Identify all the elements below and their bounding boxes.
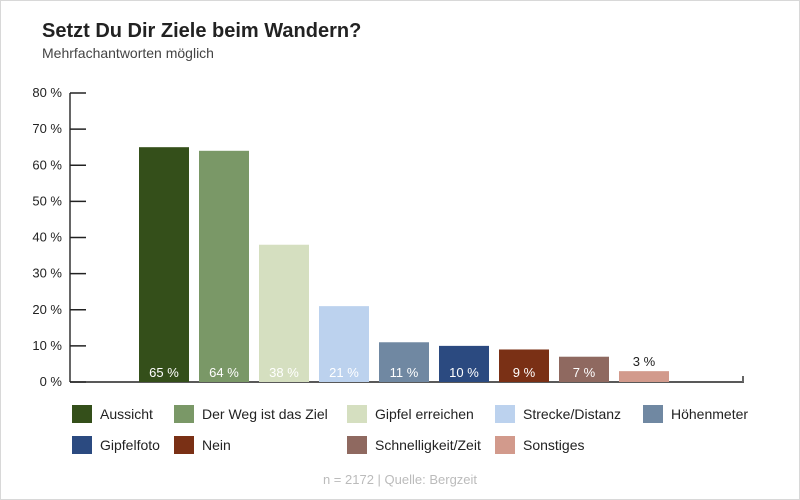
y-tick-label: 30 % [32,266,62,281]
legend-label: Gipfelfoto [100,437,160,453]
data-label: 38 % [269,365,299,380]
bar-7 [559,356,609,382]
data-label: 21 % [329,365,359,380]
source-note: n = 2172 | Quelle: Bergzeit [322,472,478,487]
legend-swatch [174,436,194,454]
legend-item: Höhenmeter [643,405,748,423]
y-tick-label: 10 % [32,338,62,353]
chart-title: Setzt Du Dir Ziele beim Wandern? [42,20,362,42]
legend-item: Aussicht [72,405,153,423]
y-tick-label: 40 % [32,230,62,245]
legend-item: Der Weg ist das Ziel [174,405,328,423]
legend-label: Höhenmeter [671,406,749,422]
legend-label: Schnelligkeit/Zeit [375,437,481,453]
data-label: 11 % [390,365,419,380]
legend-label: Gipfel erreichen [375,406,474,422]
data-label: 7 % [573,365,596,380]
legend-label: Der Weg ist das Ziel [202,406,328,422]
legend-item: Strecke/Distanz [495,405,621,423]
legend-item: Gipfelfoto [72,436,160,454]
bar-6 [499,349,549,382]
legend-item: Nein [174,436,231,454]
y-tick-label: 0 % [40,374,63,389]
legend-swatch [495,436,515,454]
legend-label: Strecke/Distanz [523,406,622,422]
legend-swatch [174,405,194,423]
bar-4 [379,342,429,382]
legend-label: Sonstiges [523,437,585,453]
legend-swatch [72,436,92,454]
chart-subtitle: Mehrfachantworten möglich [42,45,214,61]
y-tick-label: 70 % [32,121,62,136]
bar-5 [439,345,489,382]
data-label: 64 % [209,365,239,380]
bar-2 [259,244,309,382]
data-label: 3 % [633,354,656,369]
y-tick-label: 20 % [32,302,62,317]
legend-label: Nein [202,437,231,453]
legend-swatch [643,405,663,423]
bar-8 [619,371,669,382]
legend-swatch [495,405,515,423]
legend-swatch [72,405,92,423]
legend-item: Sonstiges [495,436,584,454]
legend-swatch [347,436,367,454]
bar-3 [319,306,369,382]
legend-label: Aussicht [100,406,153,422]
bar-0 [139,147,189,382]
data-label: 65 % [149,365,179,380]
y-tick-label: 50 % [32,193,62,208]
bar-1 [199,150,249,382]
y-tick-label: 60 % [32,157,62,172]
y-tick-label: 80 % [32,85,62,100]
legend-swatch [347,405,367,423]
legend-item: Schnelligkeit/Zeit [347,436,481,454]
legend-item: Gipfel erreichen [347,405,474,423]
data-label: 10 % [449,365,479,380]
data-label: 9 % [513,365,536,380]
